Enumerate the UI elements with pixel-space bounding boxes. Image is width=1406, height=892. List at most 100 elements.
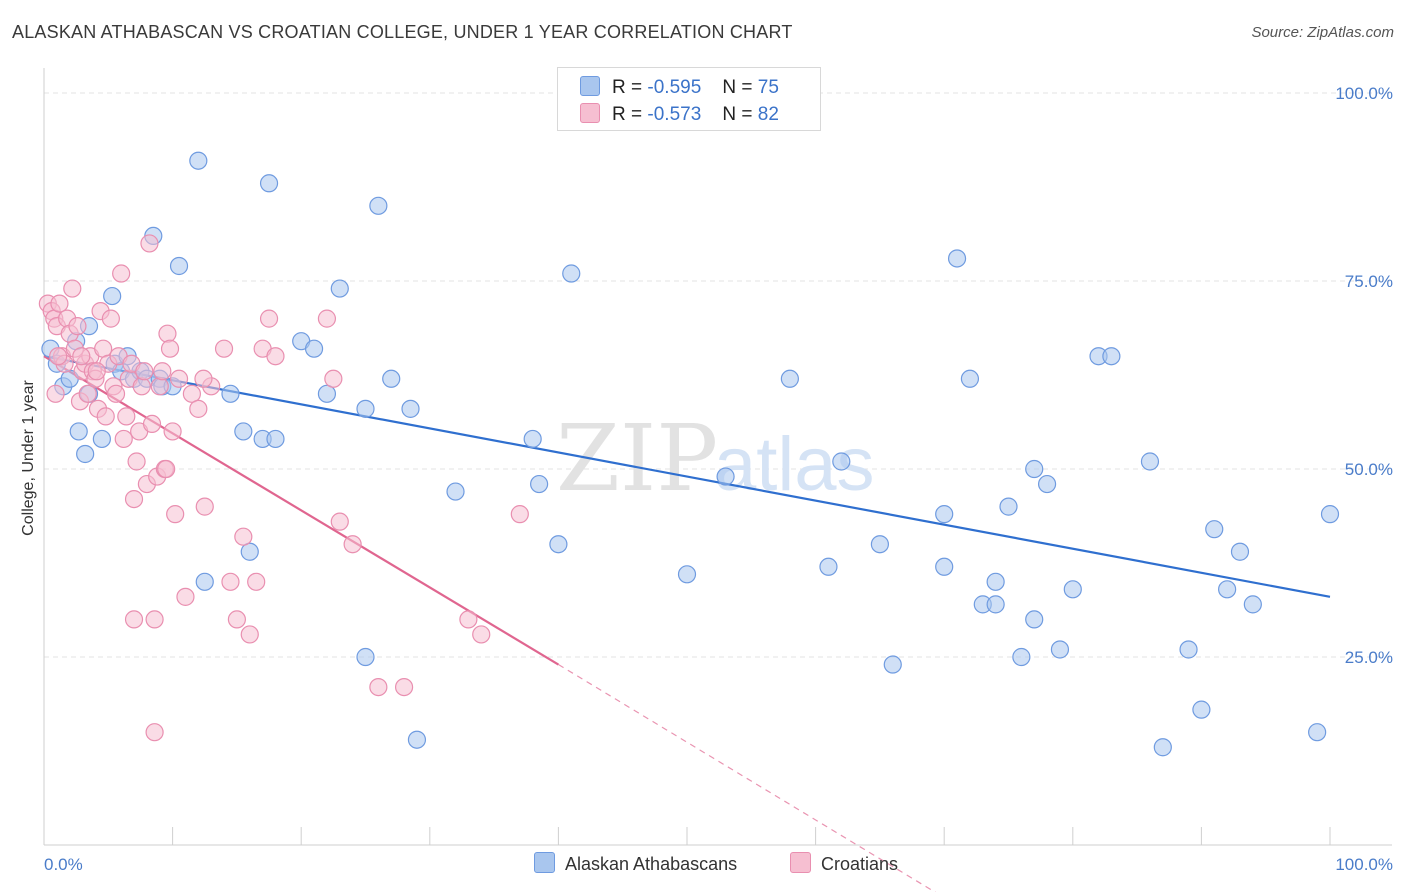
legend-row-athabascan: R = -0.595 N = 75 xyxy=(580,76,779,100)
point-croatian xyxy=(124,489,144,509)
point-croatian xyxy=(163,422,182,441)
point-croatian xyxy=(227,610,246,629)
point-athabascan xyxy=(935,557,954,576)
point-athabascan xyxy=(935,505,954,524)
point-athabascan xyxy=(92,429,111,449)
gridlines xyxy=(44,92,1392,658)
point-athabascan xyxy=(832,452,851,471)
point-croatian xyxy=(153,362,172,381)
point-croatian xyxy=(510,505,529,524)
point-croatian xyxy=(135,362,154,381)
point-croatian xyxy=(182,384,201,403)
legend-swatch-athabascans xyxy=(534,852,555,873)
point-croatian xyxy=(166,505,185,524)
tick-labels: 25.0% 50.0% 75.0% 100.0% 0.0% 100.0% xyxy=(44,84,1393,874)
point-athabascan xyxy=(986,572,1005,591)
point-athabascan xyxy=(716,467,735,486)
point-croatian xyxy=(169,369,189,388)
point-athabascan xyxy=(407,730,427,749)
legend-n-label: N = xyxy=(722,77,753,98)
point-athabascan xyxy=(780,369,799,388)
point-athabascan xyxy=(870,535,890,554)
axes xyxy=(43,68,1392,846)
point-athabascan xyxy=(1153,738,1172,757)
point-croatian xyxy=(369,677,388,697)
point-athabascan xyxy=(259,174,279,193)
point-croatian xyxy=(114,429,133,449)
point-croatian xyxy=(234,527,253,546)
point-athabascan xyxy=(382,369,401,388)
point-athabascan xyxy=(1218,580,1237,599)
legend-item-croatians[interactable]: Croatians xyxy=(790,852,898,875)
y-tick-label: 100.0% xyxy=(1335,84,1393,103)
point-croatian xyxy=(317,309,337,328)
point-athabascan xyxy=(266,429,285,449)
point-croatian xyxy=(160,339,180,358)
point-athabascan xyxy=(401,399,420,418)
point-croatian xyxy=(158,324,177,343)
legend-swatch-croatians xyxy=(790,852,811,873)
point-croatian xyxy=(150,377,169,396)
point-athabascan xyxy=(195,572,214,591)
x-tick-label-min: 0.0% xyxy=(44,855,83,874)
point-athabascan xyxy=(189,151,208,170)
point-croatian xyxy=(266,347,285,366)
point-croatian xyxy=(459,610,478,629)
point-athabascan xyxy=(356,399,375,418)
point-croatian xyxy=(68,317,87,336)
point-croatian xyxy=(194,369,213,388)
point-athabascan xyxy=(446,482,465,501)
point-athabascan xyxy=(304,339,324,358)
point-athabascan xyxy=(1243,595,1262,614)
point-athabascan xyxy=(562,264,581,283)
point-croatian xyxy=(221,572,240,591)
point-croatian xyxy=(124,610,144,629)
y-tick-label: 75.0% xyxy=(1345,272,1393,291)
legend-label-athabascans: Alaskan Athabascans xyxy=(565,854,738,874)
point-croatian xyxy=(132,377,151,396)
point-croatian xyxy=(117,407,136,426)
point-croatian xyxy=(247,572,266,591)
point-athabascan xyxy=(960,369,980,388)
point-athabascan xyxy=(947,249,967,268)
y-tick-label: 25.0% xyxy=(1345,648,1393,667)
point-athabascan xyxy=(523,429,542,449)
legend-n-label: N = xyxy=(722,104,753,125)
x-tick-label-max: 100.0% xyxy=(1335,855,1393,874)
point-croatian xyxy=(214,339,234,358)
point-athabascan xyxy=(999,497,1018,516)
point-croatian xyxy=(94,339,113,358)
point-athabascan xyxy=(986,595,1005,614)
watermark-zip: ZIP xyxy=(556,405,718,512)
trend-line-athabascan xyxy=(43,355,1331,598)
legend-r-label: R = xyxy=(612,77,643,98)
point-croatian xyxy=(101,309,120,328)
point-athabascan xyxy=(369,196,388,215)
trend-line-croatian xyxy=(43,355,559,666)
legend-n-value: 82 xyxy=(757,104,779,125)
point-croatian xyxy=(96,407,115,426)
point-athabascan xyxy=(1140,452,1160,471)
point-athabascan xyxy=(1037,474,1057,494)
watermark: ZIP atlas xyxy=(556,405,875,512)
point-athabascan xyxy=(1230,542,1250,561)
legend-item-athabascans[interactable]: Alaskan Athabascans xyxy=(534,852,737,875)
point-athabascan xyxy=(169,256,189,276)
point-croatian xyxy=(394,677,414,697)
y-tick-label: 50.0% xyxy=(1345,460,1393,479)
point-athabascan xyxy=(1308,723,1327,742)
legend-r-value: -0.595 xyxy=(647,77,702,98)
point-athabascan xyxy=(69,422,88,441)
point-croatian xyxy=(324,369,343,388)
point-athabascan xyxy=(240,542,259,561)
point-athabascan xyxy=(1102,347,1121,366)
point-athabascan xyxy=(1192,700,1211,719)
point-croatian xyxy=(330,512,349,531)
point-athabascan xyxy=(221,384,240,403)
point-croatian xyxy=(343,535,362,554)
point-athabascan xyxy=(317,384,337,403)
point-croatian xyxy=(176,587,195,606)
point-athabascan xyxy=(1050,640,1070,659)
legend-n-value: 75 xyxy=(757,77,779,98)
point-athabascan xyxy=(677,565,697,584)
